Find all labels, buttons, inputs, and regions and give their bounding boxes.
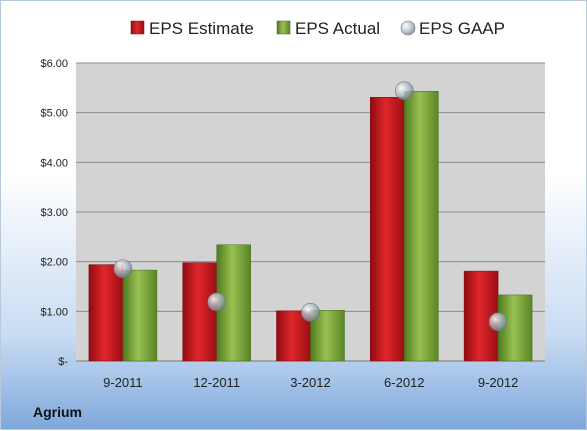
bar-eps-estimate	[88, 264, 124, 362]
legend-label: EPS Estimate	[149, 19, 254, 38]
y-tick-label: $5.00	[40, 108, 68, 120]
legend-swatch	[276, 20, 291, 35]
x-tick-label: 12-2011	[193, 375, 240, 390]
marker-eps-gaap	[394, 81, 414, 101]
marker-eps-gaap	[301, 303, 320, 322]
legend-swatch	[400, 20, 416, 36]
y-tick-label: $-	[58, 356, 68, 368]
company-label: Agrium	[33, 404, 82, 420]
legend-label: EPS GAAP	[419, 19, 505, 38]
x-tick-label: 9-2012	[478, 375, 518, 390]
bar-eps-estimate	[370, 97, 405, 362]
y-tick-label: $6.00	[40, 58, 68, 70]
marker-eps-gaap	[113, 259, 133, 278]
plot-area: $- $1.00 $2.00 $3.00 $4.00 $5.00 $6.00 9-2011 12…	[40, 58, 545, 390]
legend-label: EPS Actual	[295, 19, 380, 38]
y-tick-label: $3.00	[40, 207, 68, 219]
y-tick-label: $1.00	[40, 306, 68, 318]
x-tick-label: 9-2011	[103, 375, 143, 390]
x-tick-label: 3-2012	[290, 375, 330, 390]
y-tick-label: $4.00	[40, 157, 68, 169]
legend: EPS Estimate EPS Actual EPS GAAP	[130, 19, 505, 38]
x-tick-label: 6-2012	[384, 375, 424, 390]
legend-swatch	[130, 20, 145, 35]
y-tick-label: $2.00	[40, 257, 68, 269]
bar-eps-actual	[404, 91, 439, 362]
bar-eps-actual	[122, 269, 158, 362]
marker-eps-gaap	[488, 312, 508, 332]
bar-eps-estimate	[182, 262, 217, 362]
marker-eps-gaap	[207, 292, 226, 312]
